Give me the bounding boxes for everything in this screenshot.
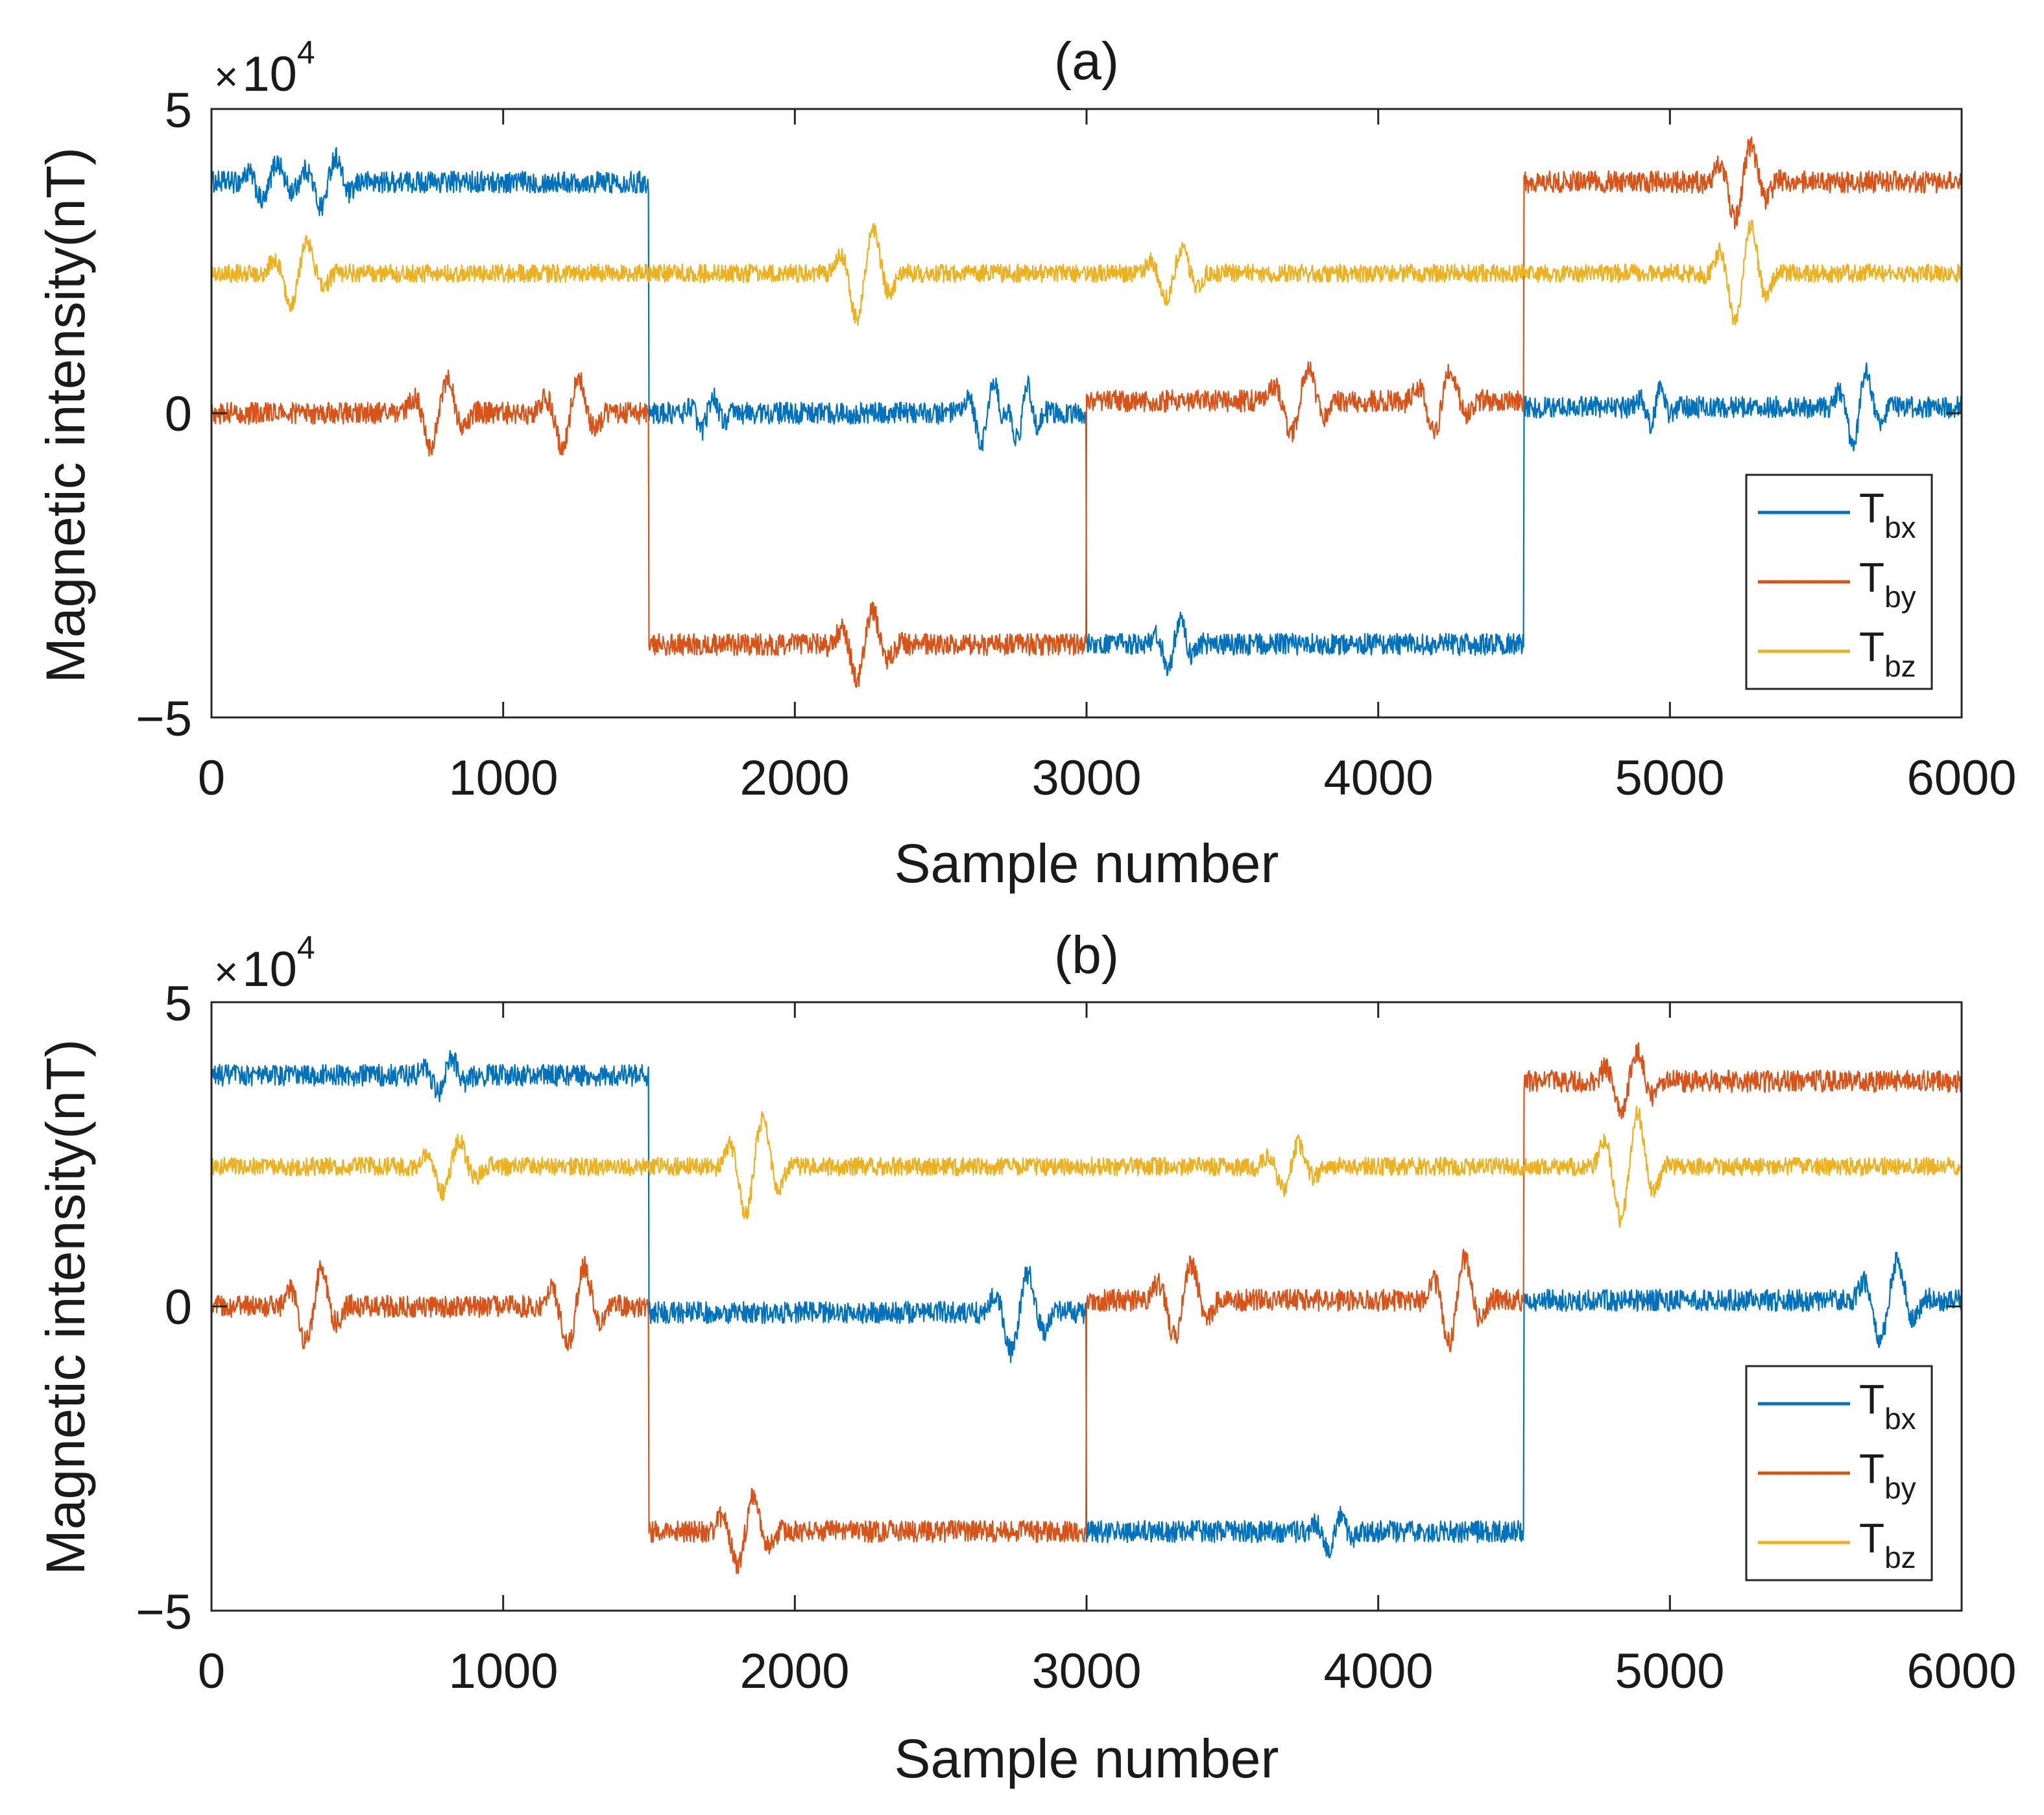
panel-a-xlabel: Sample number <box>895 833 1279 894</box>
xtick-label: 4000 <box>1323 751 1433 806</box>
panel-b-title: (b) <box>1054 926 1119 985</box>
ytick-label: 0 <box>165 1280 192 1335</box>
legend-label-tbx: Tbx <box>1859 485 1916 544</box>
panel-a-exponent: ×104 <box>214 34 315 102</box>
xtick-label: 5000 <box>1615 1644 1724 1699</box>
xtick-label: 0 <box>198 751 225 806</box>
xtick-label: 0 <box>198 1644 225 1699</box>
legend-label-tby: Tby <box>1859 554 1916 614</box>
xtick-label: 4000 <box>1323 1644 1433 1699</box>
xtick-label: 5000 <box>1615 751 1724 806</box>
ytick-label: 0 <box>165 387 192 442</box>
panel-b-legend: Tbx Tby Tbz <box>1745 1365 1933 1581</box>
panel-a-ytick-labels: −5 0 5 <box>136 83 192 747</box>
chart-panel-b: (b) ×104 Magnetic intensity(nT) Sample n… <box>35 926 2017 1789</box>
legend-label-tbz: Tbz <box>1859 623 1916 683</box>
ytick-label: 5 <box>165 976 192 1031</box>
series-line-tby <box>211 136 1962 688</box>
panel-b-ylabel: Magnetic intensity(nT) <box>35 1039 96 1575</box>
ytick-label: 5 <box>165 83 192 138</box>
xtick-label: 6000 <box>1906 1644 2016 1699</box>
panel-a-ylabel: Magnetic intensity(nT) <box>35 147 96 683</box>
panel-b-xtick-labels: 0 1000 2000 3000 4000 5000 6000 <box>198 1644 2017 1699</box>
panel-a-xtick-labels: 0 1000 2000 3000 4000 5000 6000 <box>198 751 2017 806</box>
chart-panel-a: (a) ×104 Magnetic intensity(nT) Sample n… <box>35 32 2017 894</box>
panel-b-plot-area <box>211 1042 1962 1574</box>
xtick-label: 2000 <box>739 751 849 806</box>
series-line-tbx <box>211 1050 1962 1559</box>
legend-label-tbz: Tbz <box>1859 1515 1916 1574</box>
xtick-label: 3000 <box>1031 751 1141 806</box>
panel-b-ytick-labels: −5 0 5 <box>136 976 192 1640</box>
legend-label-tby: Tby <box>1859 1445 1916 1505</box>
xtick-label: 1000 <box>448 751 558 806</box>
xtick-label: 1000 <box>448 1644 558 1699</box>
xtick-label: 2000 <box>739 1644 849 1699</box>
panel-a-title: (a) <box>1054 32 1119 91</box>
panel-a-plot-area <box>211 136 1962 688</box>
xtick-label: 6000 <box>1906 751 2016 806</box>
panel-b-xlabel: Sample number <box>895 1728 1279 1789</box>
panel-a-legend: Tbx Tby Tbz <box>1745 474 1933 690</box>
panel-b-exponent: ×104 <box>214 930 315 997</box>
xtick-label: 3000 <box>1031 1644 1141 1699</box>
series-line-tbz <box>211 219 1962 326</box>
ytick-label: −5 <box>136 691 192 747</box>
legend-label-tbx: Tbx <box>1859 1376 1916 1436</box>
series-line-tby <box>211 1042 1962 1574</box>
series-line-tbz <box>211 1105 1962 1228</box>
ytick-label: −5 <box>136 1585 192 1640</box>
